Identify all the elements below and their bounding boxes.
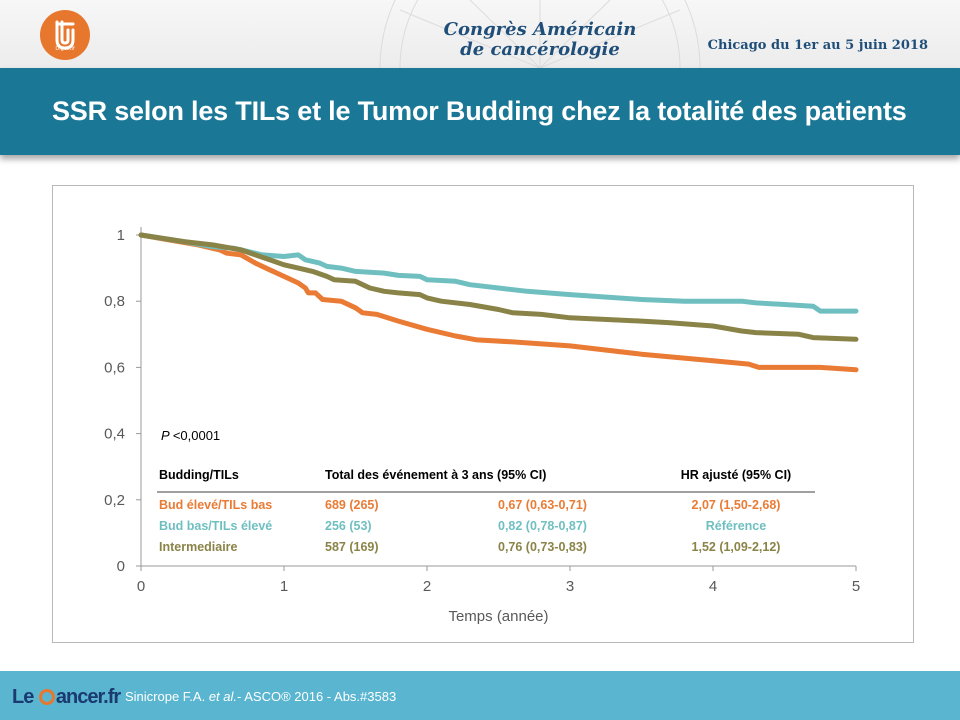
survival-chart: 0 1 2 3 4 5 0 0,2 0,4 0,6 0,8 1 Temps (année) P <0,00… [104,227,860,625]
table-row-ci: 0,67 (0,63-0,71) [498,498,587,512]
table-row-hr: 2,07 (1,50-2,68) [692,498,781,512]
table-row-label: Intermediaire [159,540,238,554]
brand-logo: Le ancer.fr [12,686,121,709]
citation: Sinicrope F.A. et al.- ASCO® 2016 - Abs.… [125,689,396,704]
congress-title-line1: Congrès Américain [443,19,637,40]
brand-prefix: Le [12,686,38,708]
digestif-logo [40,10,90,60]
x-tick-label: 3 [566,578,574,595]
y-tick-label: 0,8 [104,293,125,310]
x-tick-label: 0 [137,578,145,595]
table-row-total: 256 (53) [325,519,372,533]
x-axis-label: Temps (année) [448,608,548,625]
slide-title: SSR selon les TILs et le Tumor Budding c… [52,96,907,126]
y-tick-label: 1 [117,227,125,244]
title-band [0,68,960,155]
header-band [0,0,960,68]
congress-title: Congrès Américain de cancérologie [440,20,640,60]
table-row-total: 689 (265) [325,498,379,512]
y-tick-label: 0 [117,558,125,575]
citation-etal: et al. [208,689,238,704]
table-row-hr: 1,52 (1,09-2,12) [692,540,781,554]
decorative-arc-lines [379,0,701,68]
y-tick-label: 0,2 [104,492,125,509]
table-header-2: Total des événement à 3 ans (95% CI) [325,468,546,482]
table-row-total: 587 (169) [325,540,379,554]
table-header-4: HR ajusté (95% CI) [681,468,791,482]
table-row-label: Bud bas/TILs élevé [159,519,272,533]
citation-rest: - ASCO® 2016 - Abs.#3583 [237,689,397,704]
x-tick-label: 4 [709,578,717,595]
footer-band [0,671,960,720]
brand-suffix: ancer.fr [55,686,121,708]
table-row-ci: 0,82 (0,78-0,87) [498,519,587,533]
table-header-1: Budding/TILs [159,468,239,482]
intestine-icon [55,20,75,50]
event-date: Chicago du 1er au 5 juin 2018 [707,38,928,53]
x-tick-label: 5 [852,578,860,595]
table-row-ci: 0,76 (0,73-0,83) [498,540,587,554]
x-tick-label: 1 [280,578,288,595]
series-line-1 [138,232,859,373]
citation-authors: Sinicrope F.A. [125,689,206,704]
logo-caption: Digestif [55,46,75,52]
c-logo-icon [38,689,55,705]
series-line-2 [138,232,859,314]
series-line-3 [138,232,859,342]
x-tick-label: 2 [423,578,431,595]
table-row-hr: Référence [706,519,766,533]
y-tick-label: 0,4 [104,426,125,443]
congress-title-line2: de cancérologie [460,39,620,60]
y-tick-label: 0,6 [104,359,125,376]
table-row-label: Bud élevé/TILs bas [159,498,272,512]
chart-frame: 0 1 2 3 4 5 0 0,2 0,4 0,6 0,8 1 Temps (année) P <0,00… [52,185,914,643]
p-value-annotation: P <0,0001 [161,428,220,443]
